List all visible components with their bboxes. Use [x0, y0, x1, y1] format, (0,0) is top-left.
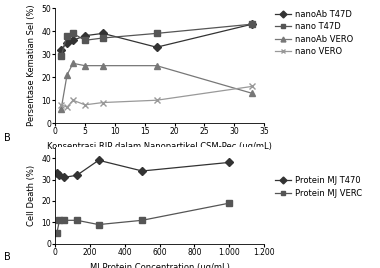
Legend: Protein MJ T470, Protein MJ VERC: Protein MJ T470, Protein MJ VERC	[274, 176, 362, 198]
Y-axis label: Cell Death (%): Cell Death (%)	[27, 165, 36, 226]
Text: B: B	[4, 252, 11, 262]
X-axis label: MJ Protein Concentration (μg/mL): MJ Protein Concentration (μg/mL)	[90, 263, 230, 268]
X-axis label: Konsentrasi RIP dalam Nanopartikel CSM-Pec (μg/mL): Konsentrasi RIP dalam Nanopartikel CSM-P…	[47, 142, 272, 151]
Text: B: B	[4, 133, 11, 143]
Y-axis label: Persentase Kematian Sel (%): Persentase Kematian Sel (%)	[27, 5, 36, 126]
Legend: nanoAb T47D, nano T47D, nanoAb VERO, nano VERO: nanoAb T47D, nano T47D, nanoAb VERO, nan…	[274, 10, 353, 56]
